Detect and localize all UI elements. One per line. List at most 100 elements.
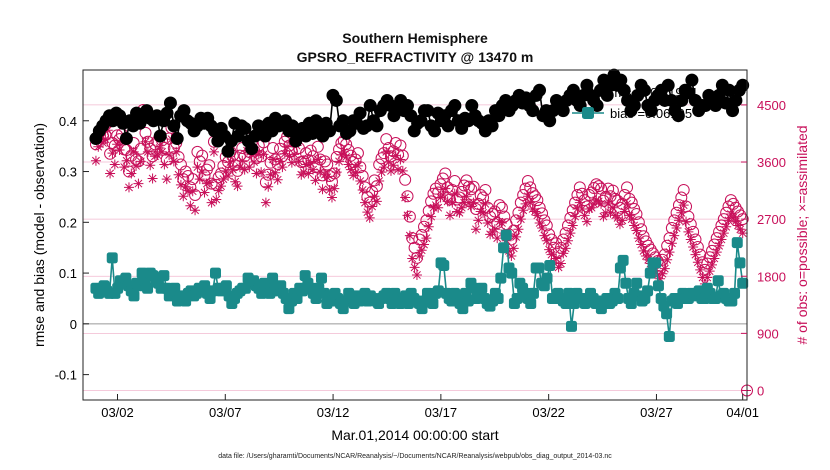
obs-assimilated-point [725, 209, 736, 220]
y-tick-labels: -0.1 0 0.1 0.2 0.3 0.4 [55, 114, 77, 383]
x-tick-labels: 03/02 03/07 03/12 03/17 03/22 03/27 04/01 [101, 405, 759, 420]
rmse-point [289, 134, 303, 148]
obs-possible-point [493, 199, 506, 212]
obs-assimilated-point [293, 156, 304, 167]
obs-assimilated-point [723, 215, 734, 226]
obs-assimilated-point [539, 230, 550, 241]
rmse-point [729, 93, 743, 107]
obs-assimilated-point [161, 174, 172, 185]
obs-assimilated-point [423, 221, 434, 232]
bias-point [734, 257, 746, 269]
obs-assimilated-point [640, 250, 651, 261]
obs-assimilated-point [152, 150, 163, 161]
rmse-point [526, 104, 540, 118]
obs-assimilated-point [565, 228, 576, 239]
bias-point [617, 254, 629, 266]
obs-possible-point [590, 178, 603, 191]
bias-point [106, 252, 118, 264]
obs-assimilated-point [702, 272, 713, 283]
bias-point [476, 282, 488, 294]
rmse-point [627, 99, 641, 113]
bias-point [541, 272, 553, 284]
obs-possible-point [134, 142, 147, 155]
bias-point [544, 259, 556, 271]
obs-assimilated-point [678, 200, 689, 211]
obs-assimilated-point [681, 216, 692, 227]
obs-assimilated-point [605, 207, 616, 218]
rmse-point [170, 132, 184, 146]
obs-assimilated-series [90, 108, 751, 395]
obs-assimilated-point [676, 207, 687, 218]
obs-assimilated-point [473, 215, 484, 226]
obs-assimilated-point [338, 146, 349, 157]
obs-assimilated-point [466, 201, 477, 212]
obs-assimilated-point [461, 191, 472, 202]
x-axis-label: Mar.01,2014 00:00:00 start [331, 427, 498, 443]
obs-assimilated-point [496, 217, 507, 228]
rmse-point [671, 109, 685, 123]
obs-assimilated-point [234, 162, 245, 173]
bias-point [625, 298, 637, 310]
obs-assimilated-point [317, 184, 328, 195]
obs-assimilated-point [175, 179, 186, 190]
obs-possible-point [330, 150, 343, 163]
obs-assimilated-point [192, 162, 203, 173]
obs-possible-point [415, 229, 428, 241]
obs-assimilated-point [239, 164, 250, 175]
obs-assimilated-point [714, 240, 725, 251]
obs-assimilated-point [371, 196, 382, 207]
y-tick-label: 0.3 [59, 165, 77, 180]
obs-assimilated-point [520, 198, 531, 209]
obs-assimilated-point [603, 198, 614, 209]
obs-assimilated-point [362, 207, 373, 218]
rmse-point [363, 99, 377, 113]
bias-point [220, 280, 232, 292]
obs-assimilated-point [393, 164, 404, 175]
obs-assimilated-point [107, 148, 118, 159]
obs-assimilated-point [357, 184, 368, 195]
obs-assimilated-point [508, 243, 519, 254]
obs-assimilated-point [400, 192, 411, 203]
obs-assimilated-point [112, 139, 123, 150]
x-tick-label: 03/27 [640, 405, 673, 420]
obs-assimilated-point [409, 262, 420, 273]
obs-possible-point [729, 201, 742, 214]
obs-assimilated-point [352, 160, 363, 171]
obs-assimilated-point [298, 167, 309, 178]
rmse-point [119, 132, 133, 146]
obs-assimilated-point [350, 167, 361, 178]
rmse-point [370, 119, 384, 133]
obs-assimilated-point [322, 172, 333, 183]
y2-tick-labels: 0 900 1800 2700 3600 4500 [757, 98, 786, 399]
obs-assimilated-point [312, 154, 323, 165]
obs-assimilated-point [659, 263, 670, 274]
obs-assimilated-point [211, 194, 222, 205]
obs-assimilated-point [336, 150, 347, 161]
bias-point [712, 275, 724, 287]
rmse-point [617, 83, 631, 97]
obs-assimilated-point [525, 197, 536, 208]
bias-point [642, 285, 654, 297]
obs-assimilated-point [402, 210, 413, 221]
bias-point [427, 298, 439, 310]
y-axis-label: rmse and bias (model - observation) [31, 123, 47, 347]
obs-assimilated-point [489, 224, 500, 235]
y-tick-label: 0.4 [59, 114, 77, 129]
obs-assimilated-point [364, 212, 375, 223]
obs-assimilated-point [591, 195, 602, 206]
obs-assimilated-point [331, 167, 342, 178]
obs-assimilated-point [633, 233, 644, 244]
obs-possible-point [425, 195, 438, 208]
obs-possible-point [736, 213, 749, 226]
bias-point [492, 292, 504, 304]
obs-assimilated-point [329, 183, 340, 194]
obs-assimilated-point [584, 203, 595, 214]
obs-assimilated-point [442, 196, 453, 207]
obs-possible-point [401, 190, 414, 203]
bias-point [142, 282, 154, 294]
obs-possible-point [304, 144, 317, 157]
bias-point [737, 277, 749, 289]
obs-assimilated-point [553, 262, 564, 273]
obs-assimilated-point [709, 253, 720, 264]
